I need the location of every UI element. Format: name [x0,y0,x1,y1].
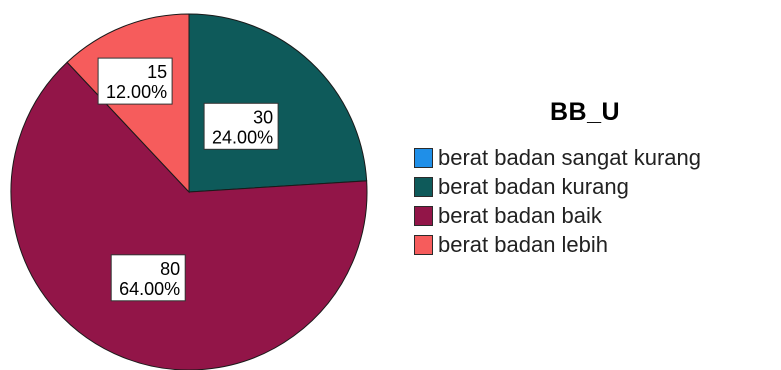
legend: BB_U berat badan sangat kurang berat bad… [414,98,701,259]
legend-label-kurang: berat badan kurang [438,173,629,199]
data-label-box-3 [97,57,173,105]
data-label-percent-3: 12.00% [106,82,167,102]
legend-swatch-baik [414,205,433,226]
legend-label-baik: berat badan baik [438,202,602,228]
legend-swatch-kurang [414,176,433,197]
pie-slices [10,13,368,370]
legend-item-baik: berat badan baik [414,201,701,230]
legend-label-lebih: berat badan lebih [438,231,609,257]
legend-item-sangat-kurang: berat badan sangat kurang [414,143,701,172]
legend-label-sangat-kurang: berat badan sangat kurang [438,144,701,170]
legend-swatch-lebih [414,234,433,255]
data-label-count-2: 80 [160,259,180,279]
legend-item-kurang: berat badan kurang [414,172,701,201]
data-label-box-1 [203,102,279,150]
legend-title: BB_U [550,98,621,126]
data-label-count-1: 30 [253,107,273,127]
legend-item-lebih: berat badan lebih [414,230,701,259]
data-label-percent-1: 24.00% [212,127,273,147]
data-label-percent-2: 64.00% [119,279,180,299]
data-label-box-2 [110,254,186,302]
data-label-count-3: 15 [147,62,167,82]
legend-swatch-sangat-kurang [414,147,433,168]
pie-slice-2 [10,61,368,370]
